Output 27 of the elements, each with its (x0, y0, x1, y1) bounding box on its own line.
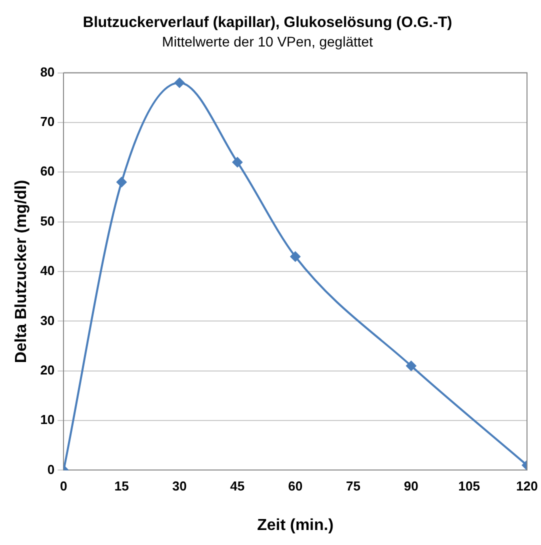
x-tick-label: 105 (458, 478, 480, 494)
y-tick-label: 80 (40, 64, 55, 80)
x-axis-title: Zeit (min.) (257, 516, 334, 534)
x-tick-label: 45 (230, 478, 245, 494)
x-tick-label: 0 (60, 478, 68, 494)
chart-subtitle: Mittelwerte der 10 VPen, geglättet (162, 33, 374, 50)
y-axis-title: Delta Blutzucker (mg/dl) (13, 180, 30, 364)
y-tick-label: 10 (40, 412, 55, 428)
y-tick-label: 0 (47, 462, 55, 477)
point (290, 252, 300, 262)
x-tick-label: 90 (404, 478, 418, 494)
x-tick-label: 15 (114, 478, 129, 494)
x-tick-label: 60 (288, 478, 303, 494)
y-tick-label: 20 (40, 362, 55, 378)
x-tick-label: 75 (346, 478, 360, 494)
point (232, 157, 242, 168)
y-tick-label: 40 (40, 263, 55, 278)
y-tick-label: 60 (40, 164, 55, 179)
point (116, 177, 127, 188)
point (174, 78, 184, 88)
x-tick-label: 120 (516, 478, 538, 494)
y-tick-label: 30 (40, 312, 55, 328)
x-tick-label: 30 (172, 478, 187, 494)
y-tick-label: 50 (40, 213, 55, 228)
point (406, 360, 416, 371)
chart-title: Blutzuckerverlauf (kapillar), Glukoselösung (O.G.-T) (82, 14, 452, 32)
y-tick-label: 70 (40, 114, 55, 130)
